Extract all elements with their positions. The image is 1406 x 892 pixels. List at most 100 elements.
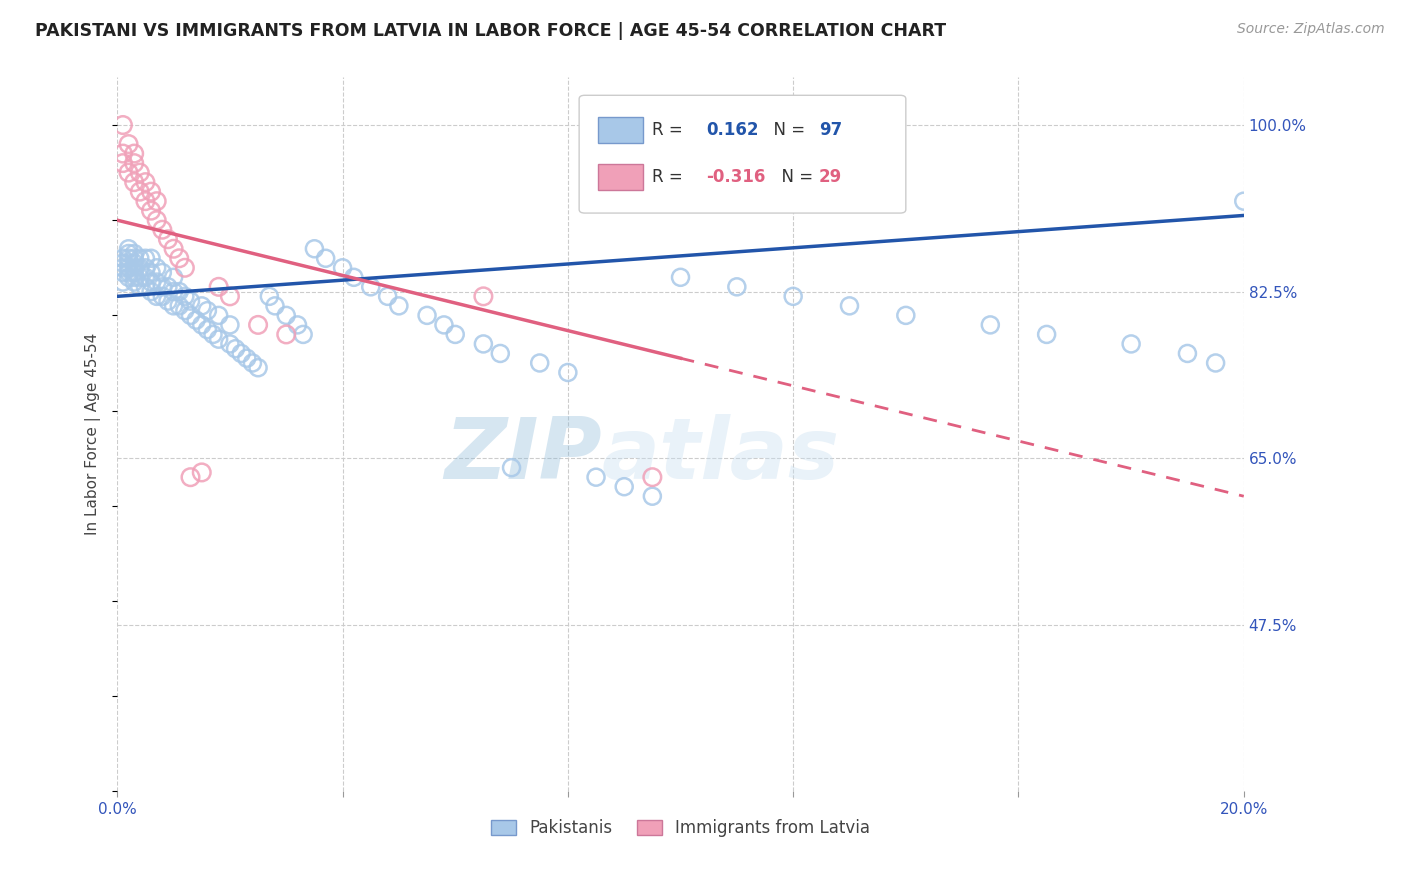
Point (162, 299, 184, 313)
Point (247, 360, 270, 375)
Point (117, 266, 139, 280)
Point (128, 166, 150, 180)
Point (122, 266, 145, 280)
Text: N =: N = (763, 121, 810, 139)
Text: PAKISTANI VS IMMIGRANTS FROM LATVIA IN LABOR FORCE | AGE 45-54 CORRELATION CHART: PAKISTANI VS IMMIGRANTS FROM LATVIA IN L… (35, 22, 946, 40)
Point (145, 194, 167, 209)
Point (156, 294, 179, 309)
Point (150, 266, 173, 280)
Point (117, 242, 139, 256)
Text: atlas: atlas (602, 414, 839, 497)
Point (122, 175, 145, 189)
Y-axis label: In Labor Force | Age 45-54: In Labor Force | Age 45-54 (86, 334, 101, 535)
Point (179, 470, 201, 484)
Point (134, 260, 156, 275)
Point (139, 285, 162, 299)
FancyBboxPatch shape (599, 118, 644, 143)
Point (139, 275, 162, 289)
Point (117, 246, 139, 260)
Point (501, 460, 523, 475)
Point (242, 356, 264, 370)
Point (585, 470, 607, 484)
Point (117, 260, 139, 275)
Point (122, 275, 145, 289)
Point (264, 299, 287, 313)
Point (128, 270, 150, 285)
Text: 29: 29 (820, 168, 842, 186)
Point (122, 246, 145, 260)
Point (236, 351, 259, 366)
Text: R =: R = (652, 121, 689, 139)
Point (276, 309, 298, 323)
Point (162, 242, 184, 256)
Point (145, 289, 167, 303)
Point (202, 327, 225, 342)
FancyBboxPatch shape (599, 164, 644, 189)
FancyBboxPatch shape (579, 95, 905, 213)
Point (1121, 337, 1143, 351)
Point (219, 337, 242, 351)
Point (145, 213, 167, 227)
Point (725, 280, 748, 294)
Point (190, 466, 212, 480)
Point (184, 313, 207, 327)
Point (1177, 346, 1199, 360)
Point (139, 266, 162, 280)
Point (613, 480, 636, 494)
Point (529, 356, 551, 370)
Point (1233, 194, 1256, 209)
Point (117, 256, 139, 270)
Point (111, 252, 134, 266)
Text: 0.162: 0.162 (706, 121, 759, 139)
Point (111, 275, 134, 289)
Point (122, 156, 145, 170)
Point (472, 289, 495, 303)
Point (208, 280, 231, 294)
Point (111, 156, 134, 170)
Point (332, 260, 354, 275)
Point (150, 223, 173, 237)
Point (134, 280, 156, 294)
Point (247, 318, 270, 332)
Point (122, 256, 145, 270)
Point (111, 256, 134, 270)
Text: Source: ZipAtlas.com: Source: ZipAtlas.com (1237, 22, 1385, 37)
Point (145, 275, 167, 289)
Point (360, 280, 382, 294)
Point (156, 232, 179, 246)
Point (894, 309, 917, 323)
Point (139, 185, 162, 199)
Point (111, 146, 134, 161)
Point (219, 289, 242, 303)
Point (304, 242, 326, 256)
Point (111, 118, 134, 132)
Point (315, 252, 337, 266)
Point (377, 289, 399, 303)
Point (979, 318, 1001, 332)
Point (150, 289, 173, 303)
Point (179, 309, 201, 323)
Point (219, 318, 242, 332)
Point (557, 366, 579, 380)
Point (444, 327, 467, 342)
Point (231, 346, 253, 360)
Point (117, 137, 139, 152)
Point (134, 252, 156, 266)
Point (287, 318, 309, 332)
Point (167, 299, 190, 313)
Text: N =: N = (770, 168, 818, 186)
Point (139, 203, 162, 218)
Point (134, 270, 156, 285)
Point (162, 285, 184, 299)
Point (111, 260, 134, 275)
Point (1035, 327, 1057, 342)
Point (225, 342, 247, 356)
Point (167, 285, 190, 299)
Text: -0.316: -0.316 (706, 168, 766, 186)
Text: 97: 97 (820, 121, 842, 139)
Point (208, 309, 231, 323)
Point (197, 323, 219, 337)
Point (122, 252, 145, 266)
Point (259, 289, 281, 303)
Text: ZIP: ZIP (444, 414, 602, 497)
